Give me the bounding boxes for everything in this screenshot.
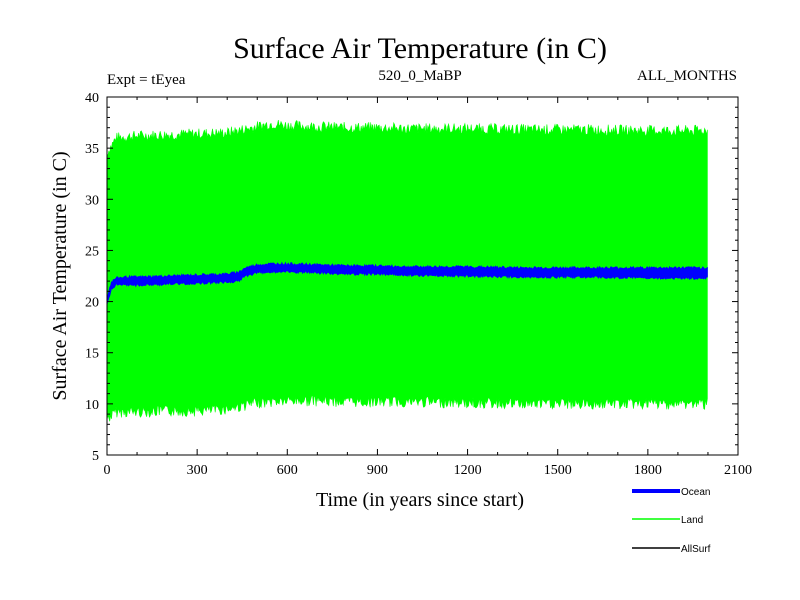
- x-tick-label: 600: [277, 463, 298, 478]
- x-tick-label: 1500: [544, 463, 572, 478]
- ocean-band: [107, 261, 708, 305]
- y-tick-label: 10: [85, 398, 99, 413]
- y-tick-label: 30: [85, 193, 99, 208]
- months-label: ALL_MONTHS: [637, 68, 737, 84]
- plot-frame: [106, 96, 739, 456]
- plot-area: [106, 96, 739, 456]
- x-tick-label: 1200: [454, 463, 482, 478]
- ocean-series: [107, 261, 708, 305]
- legend-label-allsurf: AllSurf: [681, 544, 711, 555]
- legend-label-ocean: Ocean: [681, 487, 710, 498]
- legend-label-land: Land: [681, 515, 703, 526]
- period-label: 520_0_MaBP: [378, 68, 461, 84]
- y-tick-label: 25: [85, 244, 99, 259]
- y-axis: 5 10 15 20 25 30 35 40: [85, 91, 738, 464]
- chart-title: Surface Air Temperature (in C): [233, 32, 607, 65]
- x-tick-label: 1800: [634, 463, 662, 478]
- experiment-label: Expt = tEyea: [107, 72, 186, 88]
- x-axis-label: Time (in years since start): [316, 489, 524, 511]
- y-tick-label: 20: [85, 296, 99, 311]
- x-tick-label: 2100: [724, 463, 752, 478]
- x-axis: 0 300 600 900 1200 1500 1800 2100: [104, 97, 752, 478]
- y-tick-label: 15: [85, 347, 99, 362]
- y-tick-label: 5: [92, 449, 99, 464]
- y-tick-label: 40: [85, 91, 99, 106]
- x-tick-label: 900: [367, 463, 388, 478]
- y-tick-label: 35: [85, 142, 99, 157]
- x-tick-label: 300: [187, 463, 208, 478]
- y-axis-label: Surface Air Temperature (in C): [49, 151, 71, 400]
- x-tick-label: 0: [104, 463, 111, 478]
- legend: Ocean Land AllSurf: [632, 487, 711, 555]
